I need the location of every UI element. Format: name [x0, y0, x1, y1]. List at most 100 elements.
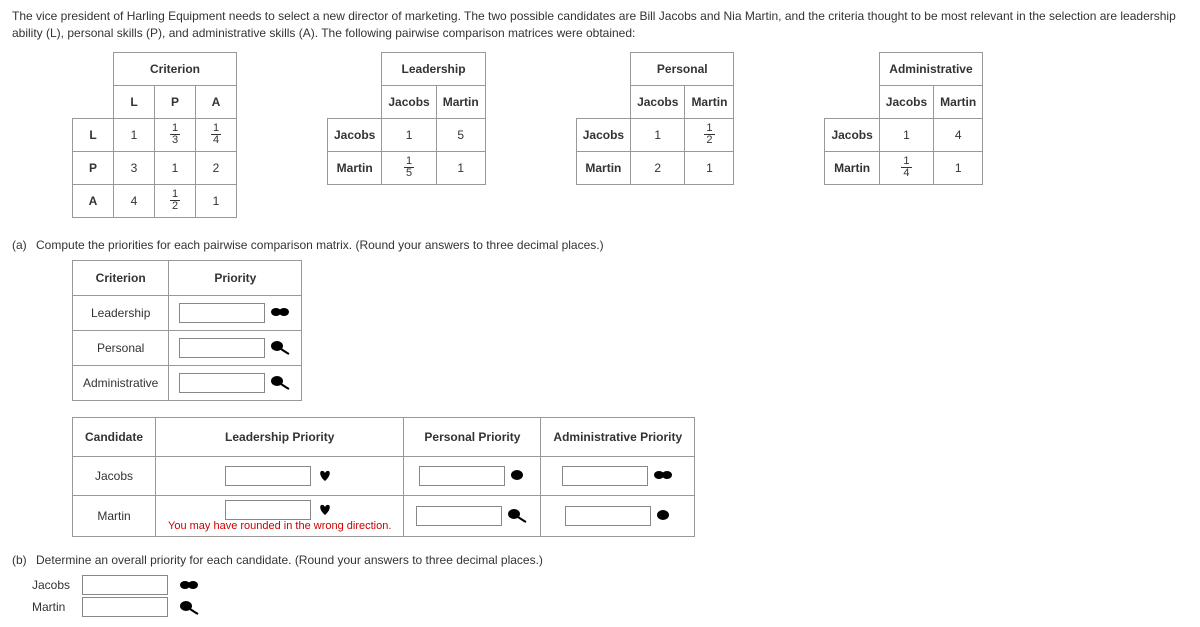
part-a-text: Compute the priorities for each pairwise… [36, 238, 604, 252]
part-a-label: (a) [12, 238, 27, 252]
cand-cell [541, 495, 695, 536]
rounding-hint: You may have rounded in the wrong direct… [168, 520, 391, 532]
priority-input-cell [169, 295, 302, 330]
criterion-col: A [196, 85, 237, 118]
part-b-text: Determine an overall priority for each c… [36, 553, 543, 567]
cand-col: Personal Priority [404, 417, 541, 456]
candidate-priority-table: CandidateLeadership PriorityPersonal Pri… [72, 417, 695, 537]
cand-input[interactable] [416, 506, 502, 526]
matrix-cell: 1 [436, 151, 485, 184]
overall-row: Jacobs [32, 575, 1188, 595]
part-a: (a) Compute the priorities for each pair… [12, 238, 1188, 252]
matrix-cell: 4 [934, 118, 983, 151]
matrix-cell: 13 [155, 118, 196, 151]
pair-col: Martin [934, 85, 983, 118]
cand-cell [404, 456, 541, 495]
criterion-row-label: L [73, 118, 114, 151]
cand-row-label: Jacobs [73, 456, 156, 495]
pair-matrix-title: Administrative [879, 52, 982, 85]
matrix-cell: 1 [382, 118, 436, 151]
grading-mark-icon [315, 467, 335, 483]
pair-matrix: AdministrativeJacobsMartinJacobs14Martin… [824, 52, 983, 185]
cand-col: Leadership Priority [156, 417, 404, 456]
overall-input[interactable] [82, 575, 168, 595]
matrix-cell: 12 [155, 184, 196, 217]
grading-mark-icon [269, 339, 291, 355]
priority-input[interactable] [179, 303, 265, 323]
cand-input[interactable] [419, 466, 505, 486]
pair-matrix-title: Personal [631, 52, 734, 85]
pair-col: Jacobs [631, 85, 685, 118]
cand-cell [541, 456, 695, 495]
pair-row-label: Martin [576, 151, 630, 184]
cand-input[interactable] [562, 466, 648, 486]
pair-row-label: Jacobs [328, 118, 382, 151]
pair-row-label: Martin [328, 151, 382, 184]
criterion-title: Criterion [114, 52, 237, 85]
pair-row-label: Martin [825, 151, 879, 184]
cand-cell [404, 495, 541, 536]
priority-input-cell [169, 365, 302, 400]
matrix-cell: 1 [155, 151, 196, 184]
matrix-cell: 2 [196, 151, 237, 184]
pair-matrix: PersonalJacobsMartinJacobs112Martin21 [576, 52, 735, 185]
pair-col: Martin [436, 85, 485, 118]
cand-input[interactable] [225, 500, 311, 520]
grading-mark-icon [655, 508, 671, 522]
criterion-col: P [155, 85, 196, 118]
part-b: (b) Determine an overall priority for ea… [12, 553, 1188, 567]
matrix-cell: 12 [685, 118, 734, 151]
grading-mark-icon [315, 501, 335, 517]
criterion-row-label: A [73, 184, 114, 217]
priority-input[interactable] [179, 338, 265, 358]
matrix-cell: 1 [631, 118, 685, 151]
matrix-cell: 3 [114, 151, 155, 184]
criterion-col: L [114, 85, 155, 118]
criterion-priority-table: Criterion Priority LeadershipPersonalAdm… [72, 260, 302, 401]
matrix-cell: 14 [879, 151, 933, 184]
pair-col: Jacobs [382, 85, 436, 118]
matrix-cell: 1 [114, 118, 155, 151]
matrix-cell: 1 [934, 151, 983, 184]
pair-matrix-title: Leadership [382, 52, 485, 85]
overall-input[interactable] [82, 597, 168, 617]
cand-input[interactable] [225, 466, 311, 486]
pair-col: Jacobs [879, 85, 933, 118]
overall-label: Martin [32, 600, 76, 614]
matrix-cell: 15 [382, 151, 436, 184]
matrix-cell: 5 [436, 118, 485, 151]
matrix-cell: 4 [114, 184, 155, 217]
cand-cell: You may have rounded in the wrong direct… [156, 495, 404, 536]
priority-row-label: Leadership [73, 295, 169, 330]
grading-mark-icon [269, 305, 291, 319]
matrix-cell: 1 [196, 184, 237, 217]
pair-row-label: Jacobs [576, 118, 630, 151]
col-priority: Priority [169, 260, 302, 295]
priority-row-label: Administrative [73, 365, 169, 400]
matrix-cell: 2 [631, 151, 685, 184]
pair-col: Martin [685, 85, 734, 118]
grading-mark-icon [178, 599, 200, 615]
matrices-row: CriterionLPAL11314P312A4121 LeadershipJa… [72, 52, 1188, 218]
cand-input[interactable] [565, 506, 651, 526]
cand-col: Administrative Priority [541, 417, 695, 456]
pair-row-label: Jacobs [825, 118, 879, 151]
matrix-cell: 1 [879, 118, 933, 151]
criterion-row-label: P [73, 151, 114, 184]
grading-mark-icon [509, 468, 525, 482]
cand-col: Candidate [73, 417, 156, 456]
pair-matrix: LeadershipJacobsMartinJacobs15Martin151 [327, 52, 486, 185]
priority-row-label: Personal [73, 330, 169, 365]
matrix-cell: 1 [685, 151, 734, 184]
col-criterion: Criterion [73, 260, 169, 295]
matrix-cell: 14 [196, 118, 237, 151]
cand-cell [156, 456, 404, 495]
problem-intro: The vice president of Harling Equipment … [12, 8, 1188, 42]
grading-mark-icon [506, 507, 528, 523]
priority-input-cell [169, 330, 302, 365]
priority-input[interactable] [179, 373, 265, 393]
grading-mark-icon [269, 374, 291, 390]
grading-mark-icon [178, 578, 200, 592]
overall-label: Jacobs [32, 578, 76, 592]
grading-mark-icon [652, 468, 674, 482]
